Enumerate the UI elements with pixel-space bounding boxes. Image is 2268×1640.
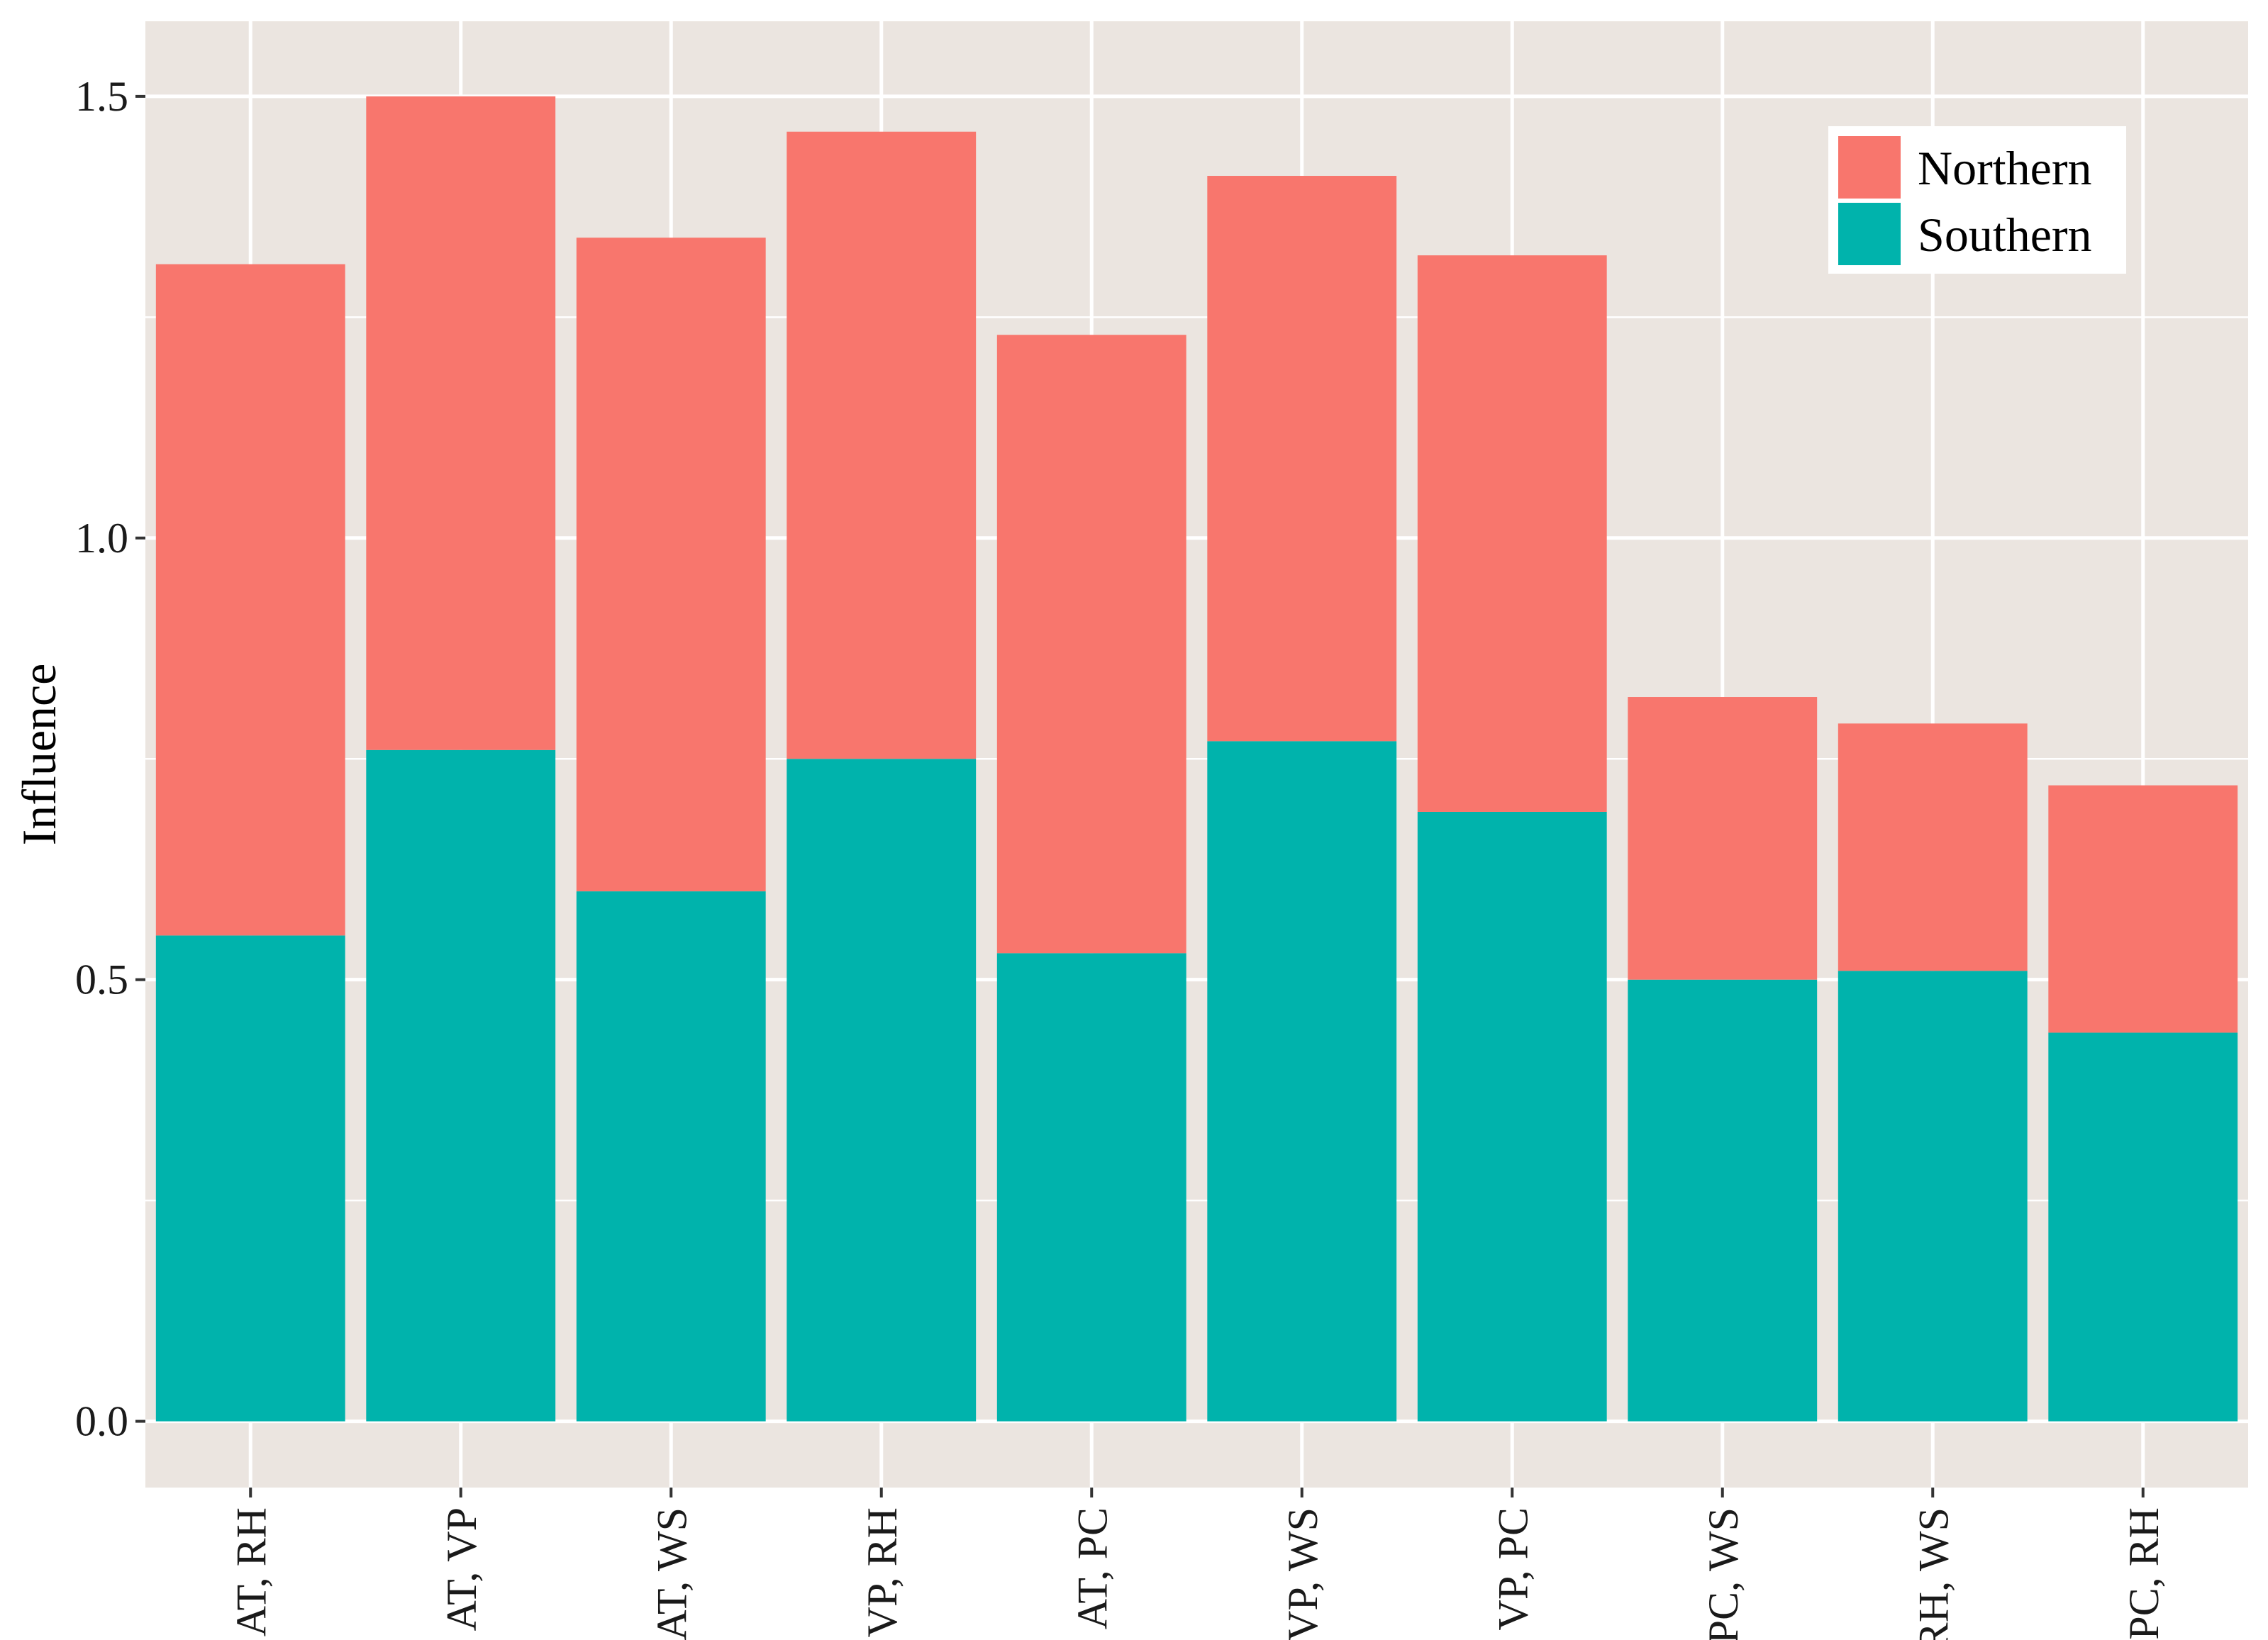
x-tick-label: AT, VP	[438, 1507, 485, 1631]
bar-southern-at-rh	[155, 935, 345, 1422]
x-tick-label: AT, WS	[648, 1507, 695, 1640]
bar-northern-vp-rh	[786, 131, 977, 759]
bar-northern-pc-ws	[1628, 697, 1818, 980]
y-tick-label: 1.0	[75, 515, 128, 562]
legend-label-southern: Southern	[1918, 208, 2092, 262]
bars	[155, 96, 2238, 1422]
x-axis: AT, RH AT, VP AT, WS VP, RH AT, PC VP, WS VP, …	[228, 1488, 2167, 1640]
bar-northern-at-rh	[155, 264, 345, 936]
bar-northern-at-ws	[576, 238, 766, 892]
bar-northern-vp-pc	[1417, 255, 1607, 812]
x-tick-label: RH, WS	[1910, 1507, 1957, 1640]
bar-southern-vp-ws	[1207, 741, 1397, 1422]
legend-key-southern	[1838, 203, 1901, 265]
bar-northern-at-vp	[366, 96, 556, 750]
x-tick-label: PC, WS	[1700, 1507, 1747, 1640]
bar-southern-pc-rh	[2048, 1032, 2238, 1422]
bar-southern-pc-ws	[1628, 979, 1818, 1422]
bar-northern-at-pc	[996, 335, 1186, 954]
x-tick-label: AT, RH	[228, 1507, 274, 1636]
bar-southern-at-ws	[576, 891, 766, 1422]
x-tick-label: VP, PC	[1489, 1507, 1536, 1630]
x-tick-label: PC, RH	[2120, 1507, 2167, 1640]
bar-southern-vp-pc	[1417, 811, 1607, 1422]
bar-southern-vp-rh	[786, 759, 977, 1422]
x-tick-label: AT, PC	[1069, 1507, 1116, 1629]
y-tick-label: 0.5	[75, 956, 128, 1003]
bar-northern-pc-rh	[2048, 785, 2238, 1033]
legend: Northern Southern	[1828, 126, 2126, 274]
legend-key-northern	[1838, 136, 1901, 199]
bar-southern-at-vp	[366, 749, 556, 1422]
x-tick-label: VP, RH	[859, 1507, 906, 1637]
y-tick-label: 1.5	[75, 73, 128, 120]
bar-southern-at-pc	[996, 953, 1186, 1422]
bar-northern-vp-ws	[1207, 176, 1397, 742]
x-tick-label: VP, WS	[1279, 1507, 1326, 1640]
y-axis: 0.0 0.5 1.0 1.5	[75, 73, 145, 1445]
y-tick-label: 0.0	[75, 1398, 128, 1445]
legend-label-northern: Northern	[1918, 141, 2091, 195]
bar-southern-rh-ws	[1838, 971, 2028, 1422]
bar-northern-rh-ws	[1838, 723, 2028, 971]
y-axis-title: Influence	[12, 664, 66, 846]
